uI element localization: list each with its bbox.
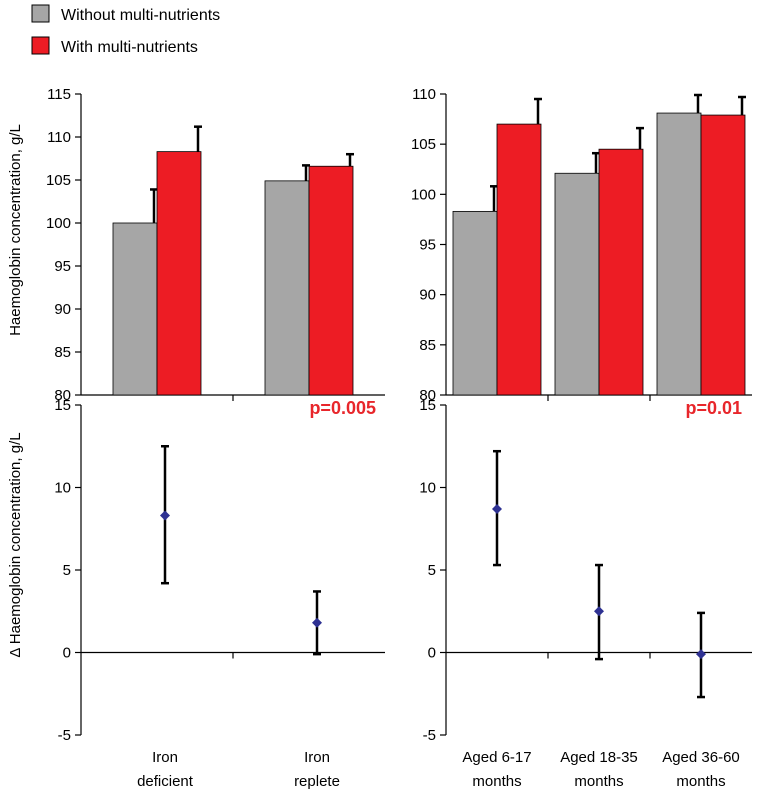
- legend-swatch-with: [31, 36, 50, 55]
- y-tick-label: 90: [419, 287, 436, 304]
- y-tick-label: 110: [412, 86, 436, 103]
- y-tick-label: 85: [419, 337, 436, 354]
- point-marker: [312, 617, 322, 628]
- legend-swatch-without: [31, 4, 50, 23]
- bar: [496, 123, 542, 396]
- y-tick-label: 105: [411, 136, 436, 153]
- y-axis-label-top: Haemoglobin concentration, g/L: [7, 124, 24, 336]
- y-tick-label: 115: [47, 86, 71, 103]
- y-tick-label: 0: [428, 645, 436, 662]
- y-tick-label: 95: [54, 258, 71, 275]
- x-category-label: Iron: [304, 749, 330, 766]
- y-tick-label: 5: [63, 562, 71, 579]
- y-tick-label: 90: [54, 301, 71, 318]
- point-marker: [492, 503, 502, 514]
- point-marker: [594, 606, 604, 617]
- bar: [264, 180, 310, 396]
- y-tick-label: 100: [46, 215, 71, 232]
- difference-panel-age-group: -5 0 5 10 15 Aged 6-17 months Aged 18-35 months A…: [419, 397, 752, 790]
- y-tick-label: -5: [58, 727, 71, 744]
- bar: [308, 165, 354, 396]
- y-tick-label: 80: [54, 387, 71, 404]
- x-category-label: replete: [294, 773, 340, 790]
- y-tick-label: 100: [411, 186, 436, 203]
- x-category-label: deficient: [137, 773, 194, 790]
- bar: [554, 172, 600, 396]
- bar: [452, 210, 498, 396]
- legend-label-with: With multi-nutrients: [61, 39, 198, 56]
- y-tick-label: 0: [63, 645, 71, 662]
- x-category-label: months: [574, 773, 623, 790]
- y-tick-label: 15: [419, 397, 436, 414]
- bar: [112, 222, 158, 396]
- y-tick-label: 110: [47, 129, 71, 146]
- legend-label-without: Without multi-nutrients: [61, 7, 220, 24]
- y-tick-label: 5: [428, 562, 436, 579]
- x-category-label: Aged 18-35: [560, 749, 638, 766]
- x-category-label: months: [472, 773, 521, 790]
- bar: [598, 148, 644, 396]
- point-marker: [160, 510, 170, 521]
- y-tick-label: 105: [46, 172, 71, 189]
- y-tick-label: 95: [419, 237, 436, 254]
- bar: [156, 151, 202, 396]
- y-tick-label: 80: [419, 387, 436, 404]
- y-tick-label: 10: [419, 480, 436, 497]
- p-value-left: p=0.005: [309, 398, 376, 418]
- x-category-label: Aged 36-60: [662, 749, 740, 766]
- legend: Without multi-nutrients With multi-nutri…: [31, 4, 220, 56]
- bar-panel-age-group: 80 85 90 95 100 105 110: [411, 86, 752, 404]
- y-tick-label: 15: [54, 397, 71, 414]
- y-tick-label: -5: [423, 727, 436, 744]
- x-category-label: months: [676, 773, 725, 790]
- bar: [700, 114, 746, 396]
- y-axis-label-bottom: Δ Haemoglobin concentration, g/L: [7, 432, 24, 657]
- bar: [656, 112, 702, 396]
- y-tick-label: 10: [54, 480, 71, 497]
- x-category-label: Aged 6-17: [462, 749, 531, 766]
- difference-panel-iron-status: -5 0 5 10 15 Iron deficient Iron replete: [54, 397, 385, 790]
- point-marker: [696, 649, 706, 660]
- x-category-label: Iron: [152, 749, 178, 766]
- bar-panel-iron-status: 80 85 90 95 100 105 110 115: [46, 86, 385, 404]
- p-value-right: p=0.01: [685, 398, 742, 418]
- y-tick-label: 85: [54, 344, 71, 361]
